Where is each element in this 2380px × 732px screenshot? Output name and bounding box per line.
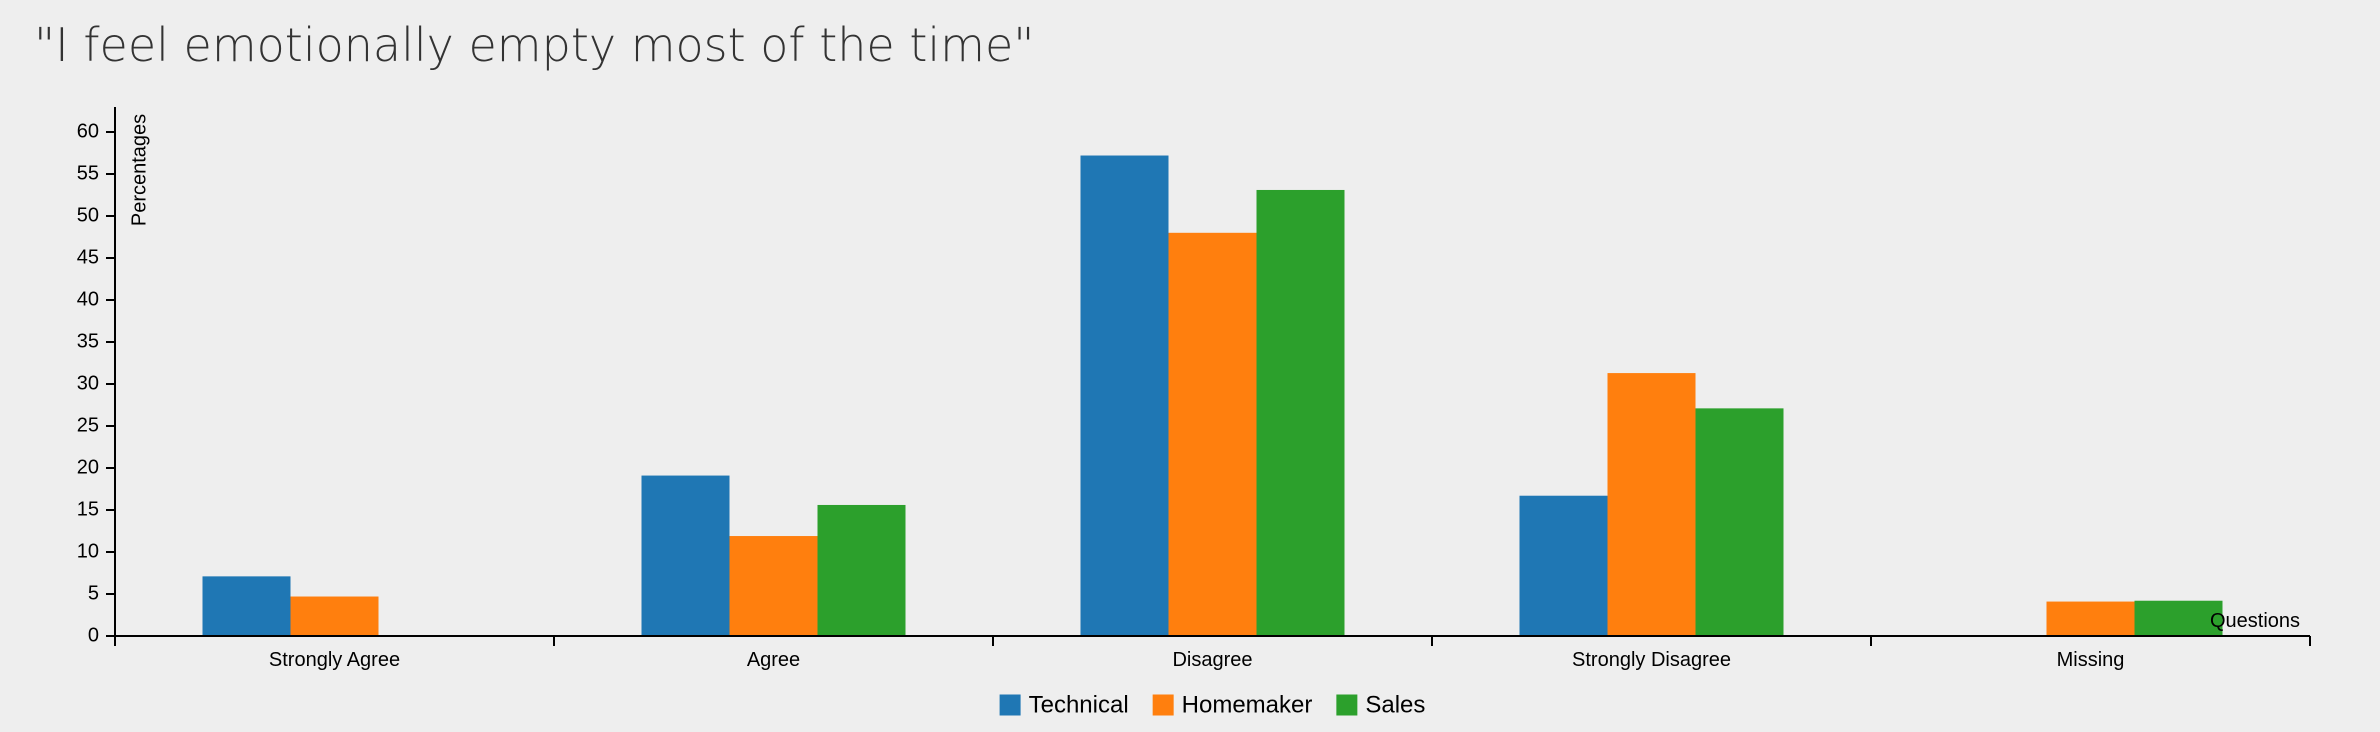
bar xyxy=(817,504,906,636)
bar xyxy=(1168,232,1257,637)
y-tick-label: 35 xyxy=(77,330,99,352)
y-axis: Percentages 0 5 10 15 20 25 30 35 40 45 50 55 60 xyxy=(77,107,150,646)
bar xyxy=(202,576,291,636)
legend: Technical Homemaker Sales xyxy=(999,691,1425,718)
y-tick-label: 50 xyxy=(77,204,99,226)
legend-label: Technical xyxy=(1029,691,1129,718)
y-tick-label: 55 xyxy=(77,162,99,184)
bars-layer xyxy=(202,155,2223,637)
x-axis-title: Questions xyxy=(2210,610,2300,632)
bar xyxy=(290,596,379,636)
x-tick-label: Strongly Disagree xyxy=(1572,649,1731,671)
y-tick-label: 20 xyxy=(77,456,99,478)
x-tick-label: Strongly Agree xyxy=(269,649,400,671)
bar xyxy=(1519,495,1608,636)
y-tick-label: 40 xyxy=(77,288,99,310)
x-tick-label: Disagree xyxy=(1172,649,1252,671)
bar xyxy=(1080,155,1169,636)
y-tick-label: 25 xyxy=(77,414,99,436)
y-tick-label: 5 xyxy=(88,582,99,604)
y-axis-title: Percentages xyxy=(128,114,150,226)
legend-label: Sales xyxy=(1365,691,1425,718)
bar xyxy=(1607,373,1696,636)
bar xyxy=(2134,600,2223,636)
y-tick-label: 0 xyxy=(88,624,99,646)
x-tick-label: Missing xyxy=(2057,649,2125,671)
bar xyxy=(641,475,730,636)
bar xyxy=(1695,408,1784,636)
bar xyxy=(729,536,818,636)
x-axis: Questions Strongly Agree Agree Disagree Str… xyxy=(114,610,2311,671)
bar xyxy=(2046,601,2135,636)
bar xyxy=(1256,189,1345,636)
y-tick-label: 30 xyxy=(77,372,99,394)
x-tick-label: Agree xyxy=(747,649,800,671)
y-tick-label: 10 xyxy=(77,540,99,562)
legend-label: Homemaker xyxy=(1182,691,1313,718)
y-tick-label: 15 xyxy=(77,498,99,520)
y-tick-label: 60 xyxy=(77,120,99,142)
chart-title: "I feel emotionally empty most of the ti… xyxy=(34,18,1035,72)
y-tick-label: 45 xyxy=(77,246,99,268)
legend-swatch xyxy=(1152,694,1174,716)
legend-swatch xyxy=(1336,694,1358,716)
legend-swatch xyxy=(999,694,1021,716)
